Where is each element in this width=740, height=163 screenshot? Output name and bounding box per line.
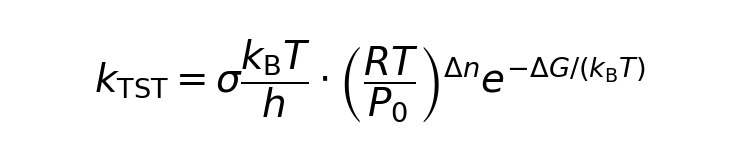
Text: $k_{\mathrm{TST}} = \sigma \dfrac{k_{\mathrm{B}}T}{h} \cdot \left(\dfrac{RT}{P_0: $k_{\mathrm{TST}} = \sigma \dfrac{k_{\ma…: [94, 38, 646, 125]
